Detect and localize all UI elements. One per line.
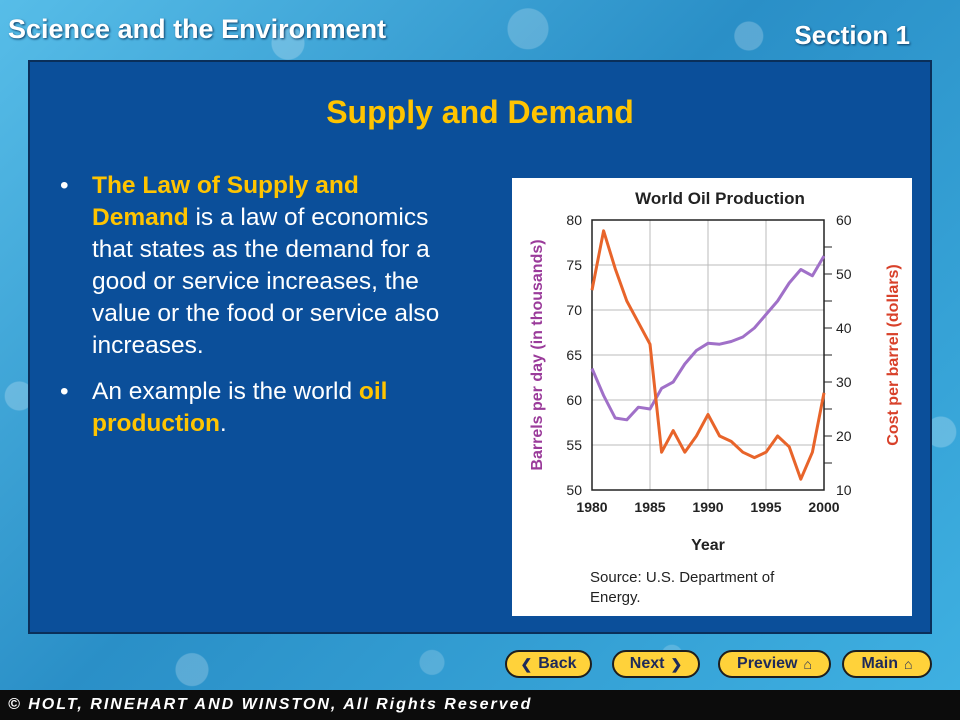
- example-highlight: oil production: [92, 378, 388, 437]
- y-left-tick-label: 65: [566, 347, 582, 363]
- y-right-tick-label: 10: [836, 482, 852, 498]
- y-axis-right-label: Cost per barrel (dollars): [885, 264, 902, 445]
- y-right-tick-label: 50: [836, 266, 852, 282]
- preview-button[interactable]: Preview ⌂: [718, 650, 831, 678]
- y-right-tick-label: 40: [836, 320, 852, 336]
- y-left-tick-label: 55: [566, 437, 582, 453]
- home-icon: ⌂: [803, 656, 812, 672]
- y-left-tick-label: 70: [566, 302, 582, 318]
- chart-title: World Oil Production: [635, 189, 805, 208]
- x-tick-label: 1995: [750, 499, 781, 515]
- next-arrow-icon: ❯: [670, 655, 683, 672]
- footer-bar: © HOLT, RINEHART AND WINSTON, All Rights…: [0, 690, 960, 720]
- back-label: Back: [538, 655, 577, 672]
- back-button[interactable]: ❮ Back: [505, 650, 592, 678]
- slide-title: Supply and Demand: [326, 94, 634, 130]
- bullet-law: The Law of Supply and Demand is a law of…: [60, 170, 460, 362]
- course-title: Science and the Environment: [8, 14, 387, 44]
- series-line-cost: [590, 229, 826, 481]
- source-line-2: Energy.: [590, 589, 641, 606]
- x-axis-label: Year: [691, 537, 725, 554]
- y-axis-left-label: Barrels per day (in thousands): [529, 239, 546, 470]
- chart-source: Source: U.S. Department of Energy.: [590, 569, 775, 606]
- series-line-barrels: [590, 255, 826, 422]
- main-label: Main: [861, 655, 898, 672]
- bullet-list: The Law of Supply and Demand is a law of…: [60, 170, 460, 454]
- law-text: is a law of economics that states as the…: [92, 204, 440, 359]
- bullet-example: An example is the world oil production.: [60, 376, 460, 440]
- x-tick-label: 2000: [808, 499, 839, 515]
- y-left-tick-label: 75: [566, 257, 582, 273]
- back-arrow-icon: ❮: [520, 655, 533, 672]
- law-highlight: The Law of Supply and Demand: [92, 172, 359, 231]
- y-left-tick-label: 50: [566, 482, 582, 498]
- y-right-tick-label: 20: [836, 428, 852, 444]
- y-right-tick-label: 30: [836, 374, 852, 390]
- y-right-tick-label: 60: [836, 212, 852, 228]
- source-line-1: Source: U.S. Department of: [590, 569, 775, 586]
- x-tick-label: 1980: [576, 499, 607, 515]
- example-prefix: An example is the world: [92, 378, 359, 405]
- copyright-text: © HOLT, RINEHART AND WINSTON, All Rights…: [8, 696, 533, 713]
- x-tick-label: 1985: [634, 499, 665, 515]
- y-left-tick-label: 80: [566, 212, 582, 228]
- example-suffix: .: [219, 410, 227, 437]
- next-label: Next: [629, 655, 665, 672]
- main-button[interactable]: Main ⌂: [842, 650, 932, 678]
- chart-svg: World Oil Production Barrels per day (in…: [529, 189, 902, 606]
- x-tick-label: 1990: [692, 499, 723, 515]
- preview-label: Preview: [737, 655, 798, 672]
- next-button[interactable]: Next ❯: [612, 650, 700, 678]
- section-label: Section 1: [794, 20, 910, 50]
- home-icon: ⌂: [903, 656, 913, 672]
- y-left-tick-label: 60: [566, 392, 582, 408]
- oil-production-chart: World Oil Production Barrels per day (in…: [512, 178, 912, 616]
